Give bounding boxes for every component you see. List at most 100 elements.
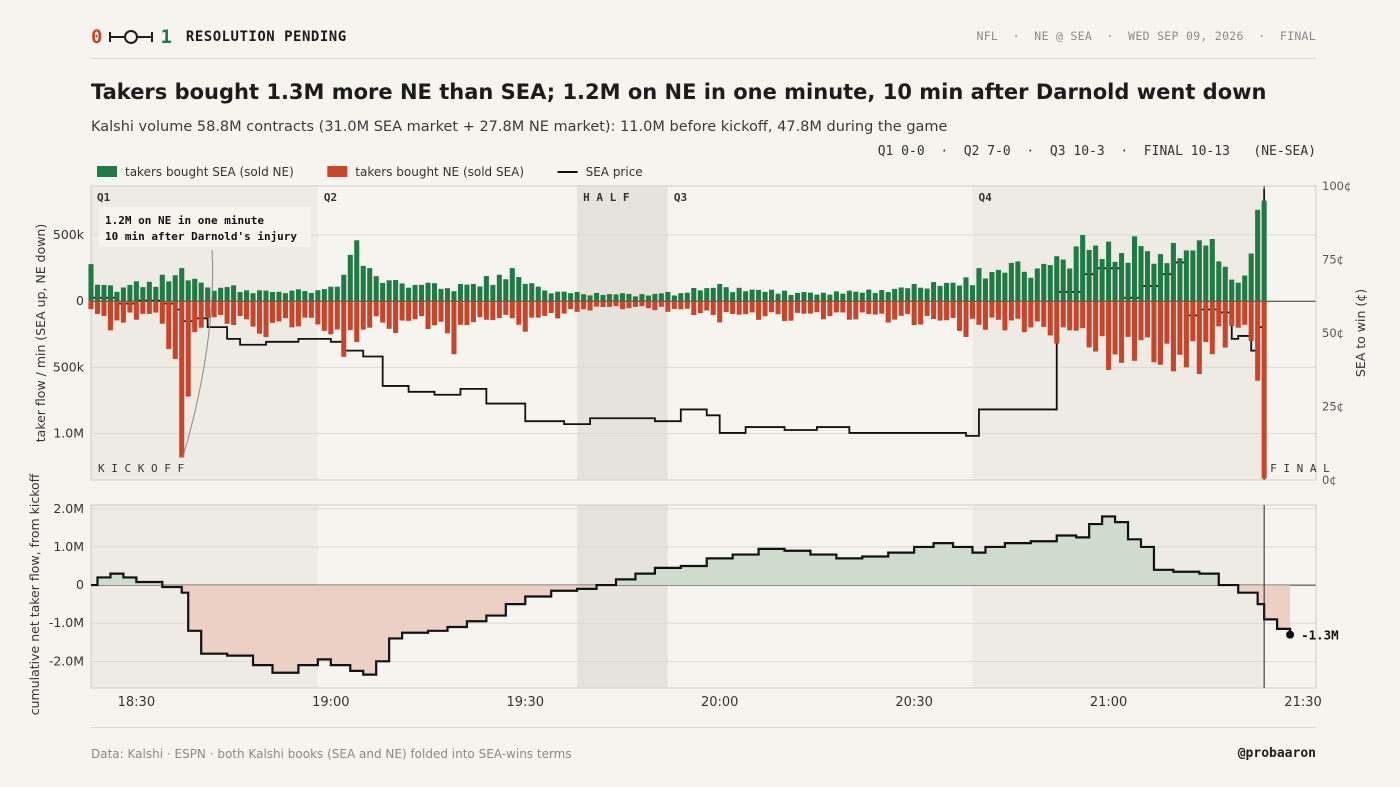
bar-sea [911,284,917,302]
bar-sea [626,293,632,302]
bar-sea [198,282,204,302]
bar-sea [788,294,794,302]
bar-ne [425,301,431,330]
bar-ne [185,301,191,397]
bar-ne [918,301,924,325]
bar-sea [516,276,522,302]
bar-ne [380,301,386,323]
bar-ne [1119,301,1125,363]
bar-ne [944,301,950,321]
legend-label: takers bought NE (sold SEA) [355,165,524,179]
bar-ne [794,301,801,313]
bar-sea [1216,261,1222,302]
bar-ne [704,301,710,311]
bar-sea [334,286,340,302]
bar-ne [1209,301,1215,355]
bar-ne [308,301,314,318]
bar-sea [1054,256,1060,302]
bar-ne [937,301,943,321]
bar-sea [555,291,561,302]
bar-ne [1047,301,1053,336]
bar-sea [211,290,217,302]
x-tick-label: 18:30 [118,695,155,710]
bar-sea [846,290,852,302]
bar-ne [619,301,626,310]
bar-ne [1151,301,1157,363]
bar-sea [594,292,600,302]
bar-ne [846,301,852,320]
kickoff-label: K I C K O F F [98,462,184,475]
bar-ne [807,301,813,314]
bar-sea [393,280,399,302]
bar-ne [1112,301,1118,355]
bar-sea [1015,261,1021,302]
bar-ne [120,301,126,323]
x-tick-label: 19:00 [312,695,349,710]
bar-sea [639,294,645,302]
bar-ne [963,301,969,337]
bar-sea [250,293,256,302]
bar-sea [976,268,982,302]
bar-sea [730,292,736,302]
bar-ne [820,301,826,320]
bar-sea [503,279,509,302]
bar-sea [1002,272,1008,302]
bar-ne [905,301,911,315]
final-label: F I N A L [1270,462,1330,475]
bar-ne [950,301,956,319]
bar-ne [522,301,528,332]
bar-sea [1164,263,1170,302]
bar-sea [1183,250,1189,302]
bar-sea [1099,259,1105,302]
bar-ne [626,301,632,309]
bar-sea [1222,266,1228,302]
injury-annotation: 1.2M on NE in one minute 10 min after Dar… [99,207,311,458]
bar-sea [781,290,788,302]
bar-ne [548,301,554,313]
bar-ne [781,301,788,322]
bar-ne [490,301,496,321]
bar-ne [496,301,502,319]
bar-ne [263,301,269,337]
bar-sea [963,277,969,302]
bar-sea [717,284,723,302]
resolution-status: RESOLUTION PENDING [185,29,347,45]
bar-ne [179,301,185,458]
bar-ne [678,301,684,310]
bar-ne [606,301,613,307]
bar-ne [256,301,263,334]
bar-ne [775,301,781,315]
bar-ne [1203,301,1209,343]
bar-sea [490,284,496,302]
bar-sea [937,285,943,302]
bar-sea [431,283,438,302]
bar-sea [1138,246,1144,302]
bar-sea [483,276,489,302]
y2-axis-label: SEA to win (¢) [1353,289,1368,377]
bar-ne [1073,301,1079,331]
bar-sea [1144,251,1151,302]
bar-sea [412,284,418,302]
bar-ne [205,301,211,319]
period-label: H A L F [583,191,629,204]
bar-sea [892,288,898,302]
bar-sea [120,287,126,302]
bar-sea [529,283,535,302]
bar-ne [237,301,243,317]
bar-ne [172,301,178,359]
y2-tick-label: 25¢ [1322,400,1344,414]
bar-sea [1073,246,1079,302]
bar-ne [931,301,937,320]
bar-sea [451,291,457,302]
bar-sea [853,291,859,302]
bar-ne [1021,301,1027,333]
bar-sea [606,294,613,302]
bar-ne [1183,301,1189,368]
bar-ne [684,301,690,309]
end-value-label: -1.3M [1301,628,1339,643]
bar-sea [794,292,801,302]
bar-ne [995,301,1001,320]
bar-ne [1015,301,1021,319]
bar-sea [1196,240,1202,302]
bar-sea [956,285,963,302]
